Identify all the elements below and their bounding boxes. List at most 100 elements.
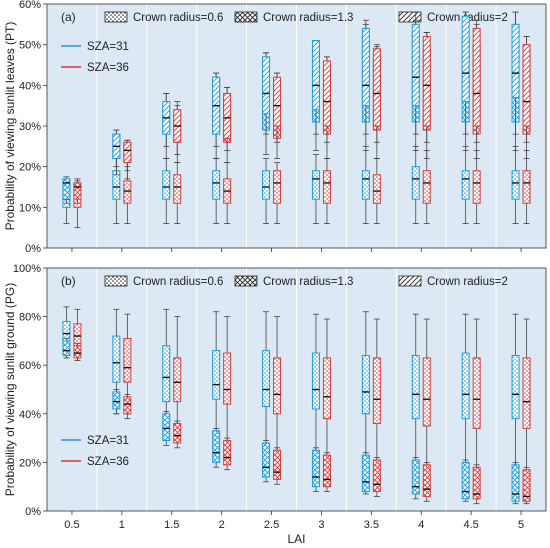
box-red-dot bbox=[173, 162, 182, 225]
box-blue-dot bbox=[461, 145, 470, 225]
box-body bbox=[223, 92, 232, 139]
box-body bbox=[411, 23, 420, 107]
box-body bbox=[223, 352, 232, 405]
box-body bbox=[123, 180, 132, 204]
y-tick-label: 0% bbox=[25, 506, 41, 518]
box-body bbox=[422, 464, 431, 497]
plot-frame bbox=[46, 267, 547, 512]
box-red-cross bbox=[472, 464, 481, 505]
y-tick-label: 60% bbox=[19, 0, 41, 11]
y-tick-label: 20% bbox=[19, 457, 41, 469]
box-body bbox=[311, 40, 320, 111]
y-tick-label: 20% bbox=[19, 162, 41, 174]
y-tick-label: 80% bbox=[19, 312, 41, 324]
box-body bbox=[273, 76, 282, 127]
box-red-diag bbox=[223, 86, 232, 151]
box-body bbox=[522, 170, 531, 204]
box-blue-dot bbox=[411, 145, 420, 225]
crown-legend-swatch bbox=[398, 275, 422, 287]
box-body bbox=[422, 357, 431, 427]
crown-legend-swatch bbox=[398, 11, 422, 23]
x-tick-label: 0.5 bbox=[64, 519, 79, 531]
crown-legend-swatch bbox=[234, 275, 258, 287]
box-red-cross bbox=[223, 437, 232, 471]
box-red-cross bbox=[73, 342, 82, 361]
x-tick-label: 1 bbox=[119, 519, 125, 531]
crown-legend-label: Crown radius=1.3 bbox=[263, 12, 353, 24]
box-body bbox=[472, 466, 481, 500]
box-red-dot bbox=[522, 149, 531, 225]
box-red-dot bbox=[273, 162, 282, 225]
box-blue-diag bbox=[212, 72, 221, 147]
box-blue-cross bbox=[361, 452, 370, 495]
panel-label: (b) bbox=[61, 274, 76, 288]
box-blue-diag bbox=[162, 93, 171, 147]
box-red-dot bbox=[273, 316, 282, 463]
box-blue-cross bbox=[62, 176, 71, 204]
box-blue-dot bbox=[461, 313, 470, 473]
box-red-cross bbox=[372, 457, 381, 497]
panel-label: (a) bbox=[61, 10, 76, 24]
box-body bbox=[361, 27, 370, 107]
box-body bbox=[461, 15, 470, 103]
box-blue-diag bbox=[511, 11, 520, 135]
box-red-dot bbox=[223, 316, 232, 454]
box-red-diag bbox=[322, 56, 331, 143]
box-body bbox=[273, 357, 282, 415]
box-blue-cross bbox=[411, 457, 420, 500]
box-body bbox=[372, 174, 381, 204]
box-body bbox=[262, 350, 271, 408]
box-body bbox=[123, 141, 132, 164]
box-body bbox=[411, 354, 420, 420]
y-tick-label: 60% bbox=[19, 360, 41, 372]
box-body bbox=[173, 357, 182, 403]
box-red-diag bbox=[522, 36, 531, 143]
box-body bbox=[123, 337, 132, 383]
box-red-cross bbox=[173, 420, 182, 449]
box-body bbox=[162, 345, 171, 403]
box-body bbox=[262, 170, 271, 200]
box-body bbox=[311, 449, 320, 488]
box-blue-dot bbox=[212, 158, 221, 225]
box-body bbox=[511, 23, 520, 99]
box-body bbox=[461, 352, 470, 420]
x-tick-label: 3 bbox=[318, 519, 324, 531]
box-body bbox=[262, 442, 271, 478]
box-body bbox=[62, 178, 71, 200]
crown-legend-label: Crown radius=2 bbox=[427, 276, 508, 288]
panel-b: 0% 20% 40% 60% 80% 100% 0.5 1 1.5 2 2.5 3 3.5 4 4.5 5 Pr… bbox=[3, 263, 547, 546]
y-axis-title: Probability of viewing sunlit leaves (PT… bbox=[3, 22, 17, 231]
box-blue-cross bbox=[461, 459, 470, 502]
y-tick-label: 40% bbox=[19, 80, 41, 92]
y-tick-label: 50% bbox=[19, 40, 41, 52]
box-body bbox=[511, 170, 520, 200]
x-tick-label: 1.5 bbox=[164, 519, 179, 531]
box-red-cross bbox=[522, 466, 531, 505]
x-tick-label: 2 bbox=[219, 519, 225, 531]
box-body bbox=[472, 357, 481, 429]
box-blue-dot bbox=[212, 311, 221, 451]
box-body bbox=[472, 27, 481, 127]
box-blue-dot bbox=[162, 158, 171, 225]
box-body bbox=[522, 44, 531, 127]
box-body bbox=[212, 430, 221, 463]
box-body bbox=[123, 396, 132, 415]
box-body bbox=[372, 48, 381, 127]
box-body bbox=[112, 335, 121, 383]
box-body bbox=[372, 357, 381, 425]
sza-legend-label: SZA=36 bbox=[87, 62, 129, 74]
box-body bbox=[461, 170, 470, 200]
box-body bbox=[62, 340, 71, 356]
box-body bbox=[262, 56, 271, 115]
box-body bbox=[372, 459, 381, 493]
box-body bbox=[112, 391, 121, 410]
panels: 0%10%20%30%40%50%60%Probability of viewi… bbox=[3, 0, 547, 546]
box-body bbox=[162, 413, 171, 442]
box-red-dot bbox=[372, 158, 381, 225]
x-axis-title: LAI bbox=[287, 532, 305, 546]
box-blue-diag bbox=[262, 52, 271, 135]
box-body bbox=[73, 345, 82, 359]
box-body bbox=[273, 449, 282, 480]
box-body bbox=[73, 182, 82, 200]
box-body bbox=[212, 350, 221, 400]
